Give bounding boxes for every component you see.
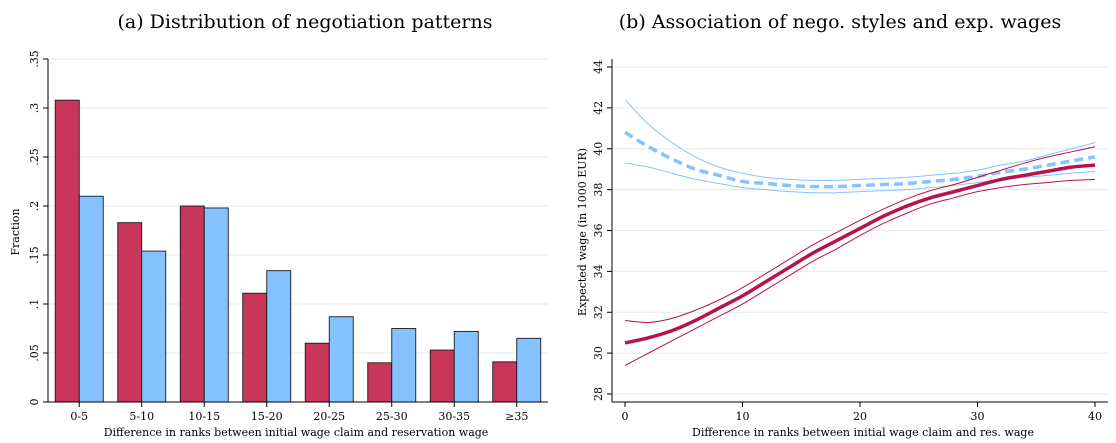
panel-a-y-tick-label: .3 [28, 103, 41, 114]
panel-b-x-ticks: 0 10 20 30 40 [622, 402, 1102, 423]
panel-a-x-ticks: 0-5 5-10 10-15 15-20 20-25 25-30 30-35 ≥35 [70, 402, 528, 423]
panel-b-y-tick-label: 36 [592, 224, 605, 238]
panel-a-bars [54, 99, 542, 403]
panel-a-x-tick-label: 15-20 [251, 410, 283, 423]
panel-a-bar [328, 316, 354, 403]
panel-b-y-tick-label: 42 [592, 101, 605, 115]
panel-a-bar [266, 270, 292, 403]
panel-a-bar [367, 362, 393, 403]
panel-a-y-tick-label: .2 [28, 201, 41, 212]
panel-b-series-0-line [624, 130, 1096, 189]
panel-b-y-ticks: 28 30 32 34 36 38 40 42 44 [592, 60, 612, 401]
panel-b-y-tick-label: 30 [592, 346, 605, 360]
panel-a-y-axis-label: Fraction [9, 208, 22, 255]
panel-a-x-tick-label: 30-35 [438, 410, 470, 423]
panel-b-y-tick-label: 40 [592, 142, 605, 156]
panel-a-x-tick-label: 0-5 [70, 410, 88, 423]
panel-b-y-axis-label: Expected wage (in 1000 EUR) [576, 148, 589, 316]
panel-a-bar [453, 330, 479, 403]
panel-b-y-tick-label: 44 [592, 60, 605, 74]
panel-a-bar [304, 342, 330, 403]
panel-a-axes [47, 59, 548, 403]
panel-a-y-tick-label: 0 [28, 399, 41, 406]
panel-a-x-tick-label: 25-30 [376, 410, 408, 423]
panel-b-line-chart: (b) Association of nego. styles and exp.… [576, 11, 1108, 439]
panel-a-bar [54, 99, 80, 403]
panel-a-bar [203, 207, 229, 403]
panel-a-y-tick-label: .15 [28, 246, 41, 264]
panel-b-y-tick-label: 28 [592, 387, 605, 401]
panel-a-x-tick-label: ≥35 [505, 410, 528, 423]
panel-b-lines [624, 99, 1096, 366]
panel-a-bar [141, 250, 167, 403]
panel-b-x-tick-label: 10 [736, 410, 750, 423]
panel-a-bar [391, 328, 417, 403]
panel-a-bar [78, 195, 104, 403]
panel-a-x-tick-label: 5-10 [129, 410, 154, 423]
panel-a-y-tick-label: .25 [28, 148, 41, 166]
panel-a-y-tick-label: .35 [28, 50, 41, 68]
panel-a-x-tick-label: 20-25 [313, 410, 345, 423]
panel-a-bar-chart: (a) Distribution of negotiation patterns… [9, 11, 548, 439]
panel-b-x-axis-label: Difference in ranks between initial wage… [692, 426, 1034, 439]
panel-a-bar [242, 292, 268, 403]
panel-b-y-tick-label: 38 [592, 183, 605, 197]
panel-b-x-tick-label: 30 [971, 410, 985, 423]
panel-b-y-tick-label: 34 [592, 264, 605, 278]
panel-b-series-1-line [624, 163, 1096, 345]
panel-b-x-tick-label: 20 [853, 410, 867, 423]
panel-b-y-tick-label: 32 [592, 305, 605, 319]
panel-a-bar [516, 337, 542, 403]
panel-a-y-tick-label: .05 [28, 344, 41, 362]
panel-a-bar [429, 349, 455, 403]
panel-b-title: (b) Association of nego. styles and exp.… [619, 11, 1061, 33]
panel-a-bar [492, 361, 518, 403]
panel-a-y-ticks: 0 .05 .1 .15 .2 .25 .3 .35 [28, 50, 48, 406]
panel-a-y-tick-label: .1 [28, 299, 41, 310]
panel-b-series-0-upper-ci [624, 99, 1096, 182]
panel-a-bar [117, 222, 143, 403]
panel-b-series-1-lower-ci [624, 178, 1096, 366]
panel-a-bar [179, 205, 205, 403]
panel-a-title: (a) Distribution of negotiation patterns [117, 11, 492, 33]
panel-b-series-1-upper-ci [624, 146, 1096, 323]
panel-b-gridlines [612, 66, 1108, 395]
panel-a-x-axis-label: Difference in ranks between initial wage… [104, 426, 489, 439]
panel-a-x-tick-label: 10-15 [188, 410, 220, 423]
panel-b-x-tick-label: 40 [1088, 410, 1102, 423]
panel-b-x-tick-label: 0 [622, 410, 629, 423]
